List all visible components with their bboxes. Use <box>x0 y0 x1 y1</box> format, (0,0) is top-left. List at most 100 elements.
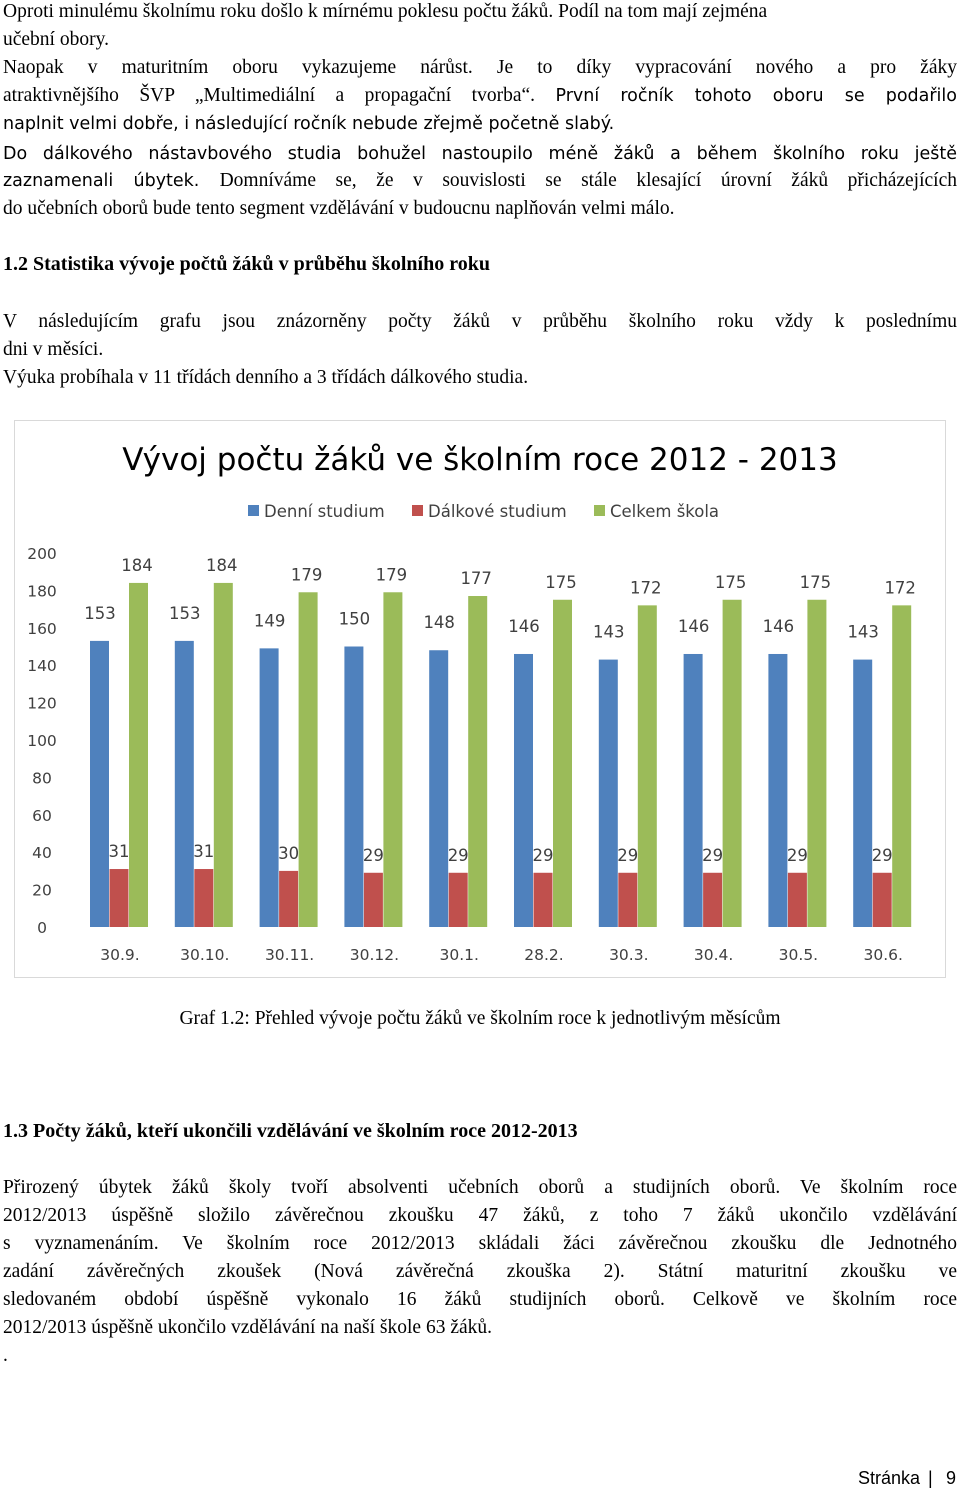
section-1-2-para-2: Výuka probíhala v 11 třídách denního a 3… <box>3 367 529 388</box>
bar-1-7 <box>703 872 723 927</box>
intro-line-2: učební obory. <box>3 29 109 50</box>
data-label-0-3: 150 <box>339 610 371 629</box>
data-label-1-0: 31 <box>109 842 130 861</box>
bar-0-6 <box>598 659 618 927</box>
data-label-2-6: 172 <box>630 578 662 597</box>
data-label-0-5: 146 <box>508 617 540 636</box>
data-label-2-9: 172 <box>884 578 916 597</box>
data-label-2-7: 175 <box>715 573 747 592</box>
bar-2-5 <box>553 599 572 927</box>
bar-2-1 <box>213 582 233 927</box>
section-1-3-line-3: s vyznamenáním. Ve školním roce 2012/201… <box>3 1233 957 1254</box>
bar-1-9 <box>872 872 892 927</box>
x-tick-label: 30.12. <box>350 946 399 964</box>
intro-line-3: Naopak v maturitním oboru vykazujeme nár… <box>3 57 957 78</box>
section-1-3-line-2: 2012/2013 úspěšně složilo závěrečnou zko… <box>3 1205 957 1226</box>
bar-0-4 <box>429 650 449 927</box>
intro-line-7-serif: Domníváme se, že v souvislosti se stále … <box>219 170 957 191</box>
section-heading-1-2: 1.2 Statistika vývoje počtů žáků v průbě… <box>3 253 490 275</box>
data-label-1-6: 29 <box>617 846 638 865</box>
y-tick-label: 200 <box>27 545 57 563</box>
data-label-1-3: 29 <box>363 846 384 865</box>
x-tick-label: 30.3. <box>609 946 648 964</box>
bar-1-1 <box>194 869 214 927</box>
x-tick-label: 30.5. <box>779 946 818 964</box>
bar-0-9 <box>853 659 873 927</box>
y-tick-label: 100 <box>27 732 57 750</box>
bar-1-5 <box>533 872 553 927</box>
y-tick-label: 0 <box>37 919 47 937</box>
bar-0-2 <box>259 648 279 927</box>
data-label-2-2: 179 <box>291 565 323 584</box>
bar-2-3 <box>383 592 403 927</box>
bar-0-8 <box>768 653 788 927</box>
intro-line-4-sans: První ročník tohoto oboru se podařilo <box>555 86 957 106</box>
data-label-0-7: 146 <box>678 617 710 636</box>
data-label-2-4: 177 <box>460 569 492 588</box>
bar-0-3 <box>344 646 364 927</box>
intro-line-8: do učebních oborů bude tento segment vzd… <box>3 198 675 219</box>
section-1-3-line-1: Přirozený úbytek žáků školy tvoří absolv… <box>3 1177 957 1198</box>
footer-page-label: Stránka <box>858 1468 921 1488</box>
y-tick-label: 120 <box>27 695 57 713</box>
data-label-0-2: 149 <box>254 611 286 630</box>
x-tick-label: 30.6. <box>863 946 902 964</box>
section-1-3-line-4: zadání závěrečných zkoušek (Nová závěreč… <box>3 1261 957 1282</box>
y-tick-label: 40 <box>32 844 52 862</box>
chart-svg: Vývoj počtu žáků ve školním roce 2012 - … <box>27 442 916 964</box>
data-label-0-6: 143 <box>593 623 625 642</box>
chart-caption: Graf 1.2: Přehled vývoje počtu žáků ve š… <box>179 1008 781 1029</box>
legend-swatch-2 <box>594 505 605 516</box>
chart-title: Vývoj počtu žáků ve školním roce 2012 - … <box>122 442 837 478</box>
section-1-2-para-line-1: V následujícím grafu jsou znázorněny poč… <box>3 311 957 332</box>
bar-1-4 <box>448 872 468 927</box>
intro-line-4-serif: atraktivnějšího ŠVP „Multimediální a pro… <box>3 85 556 106</box>
legend-label-0: Denní studium <box>264 502 385 521</box>
bar-0-5 <box>514 653 533 927</box>
legend-swatch-0 <box>248 505 259 516</box>
y-tick-label: 60 <box>32 807 52 825</box>
data-label-0-1: 153 <box>169 604 201 623</box>
data-label-1-4: 29 <box>448 846 469 865</box>
legend-label-2: Celkem škola <box>610 502 719 521</box>
y-tick-label: 20 <box>32 882 52 900</box>
data-label-1-2: 30 <box>278 844 299 863</box>
legend-swatch-1 <box>412 505 423 516</box>
data-label-1-7: 29 <box>702 846 723 865</box>
bar-2-8 <box>807 599 827 927</box>
section-heading-1-3: 1.3 Počty žáků, kteří ukončili vzděláván… <box>3 1120 578 1142</box>
section-1-3-line-5: sledovaném období úspěšně vykonalo 16 žá… <box>3 1289 957 1310</box>
footer-separator: | <box>928 1468 933 1488</box>
data-label-1-1: 31 <box>193 842 214 861</box>
data-label-2-0: 184 <box>121 556 153 575</box>
bar-2-4 <box>468 596 488 927</box>
x-tick-label: 30.9. <box>100 946 139 964</box>
bar-2-0 <box>129 582 148 927</box>
data-label-0-4: 148 <box>423 613 455 632</box>
bar-0-0 <box>90 640 109 927</box>
legend-label-1: Dálkové studium <box>428 502 567 521</box>
data-label-1-9: 29 <box>872 846 893 865</box>
footer-page-number: 9 <box>946 1468 957 1488</box>
intro-line-5: naplnit velmi dobře, i následující roční… <box>3 114 615 134</box>
bar-1-6 <box>618 872 638 927</box>
section-1-3-line-6: 2012/2013 úspěšně ukončilo vzdělávání na… <box>3 1317 493 1338</box>
bar-1-3 <box>363 872 383 927</box>
x-tick-label: 28.2. <box>524 946 563 964</box>
data-label-2-8: 175 <box>800 573 832 592</box>
data-label-0-8: 146 <box>763 617 795 636</box>
data-label-2-5: 175 <box>545 573 577 592</box>
x-tick-label: 30.4. <box>694 946 733 964</box>
data-label-0-0: 153 <box>84 604 116 623</box>
intro-line-1: Oproti minulému školnímu roku došlo k mí… <box>3 1 768 22</box>
bar-0-1 <box>174 640 194 927</box>
bar-2-9 <box>892 605 912 927</box>
bar-0-7 <box>683 653 703 927</box>
y-tick-label: 180 <box>27 582 57 600</box>
data-label-2-3: 179 <box>376 565 408 584</box>
section-1-2-para-line-2: dni v měsíci. <box>3 339 104 360</box>
bar-2-2 <box>298 592 318 927</box>
data-label-0-9: 143 <box>847 623 879 642</box>
intro-line-6: Do dálkového nástavbového studia bohužel… <box>3 144 957 164</box>
bar-1-0 <box>109 869 129 927</box>
